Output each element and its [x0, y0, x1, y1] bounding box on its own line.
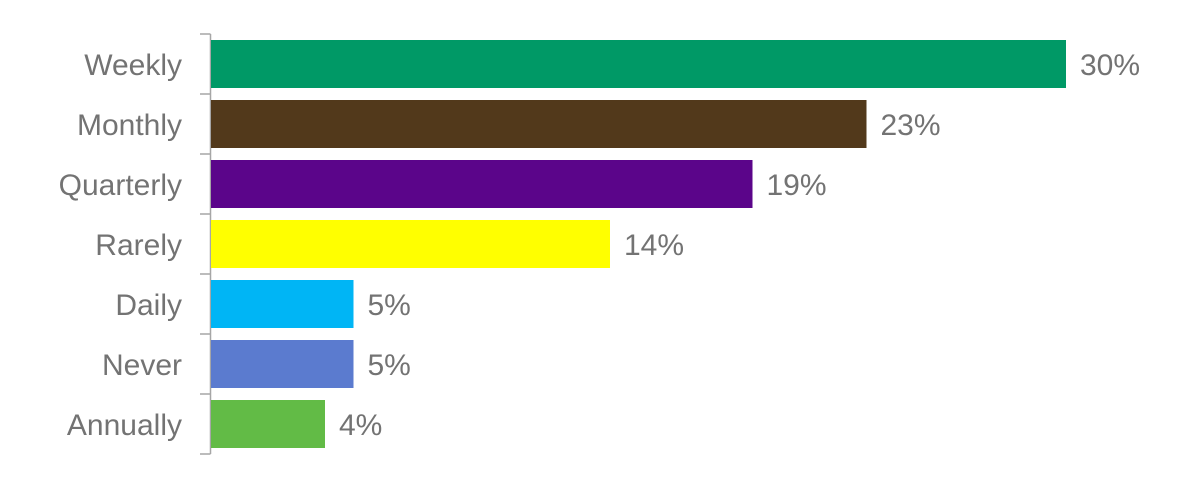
data-label: 5%: [368, 289, 411, 322]
data-label: 14%: [624, 229, 684, 262]
data-label: 5%: [368, 349, 411, 382]
bar-annually: [211, 400, 325, 448]
category-label: Weekly: [84, 49, 182, 82]
data-label: 19%: [767, 169, 827, 202]
bar-daily: [211, 280, 354, 328]
category-label: Annually: [67, 409, 182, 442]
category-label: Quarterly: [59, 169, 182, 202]
category-label: Never: [102, 349, 182, 382]
bar-rarely: [211, 220, 610, 268]
bar-weekly: [211, 40, 1066, 88]
bar-quarterly: [211, 160, 753, 208]
category-label: Monthly: [77, 109, 182, 142]
data-label: 23%: [881, 109, 941, 142]
category-label: Rarely: [95, 229, 182, 262]
data-label: 30%: [1080, 49, 1140, 82]
bar-monthly: [211, 100, 867, 148]
data-label: 4%: [339, 409, 382, 442]
bar-never: [211, 340, 354, 388]
category-label: Daily: [115, 289, 182, 322]
